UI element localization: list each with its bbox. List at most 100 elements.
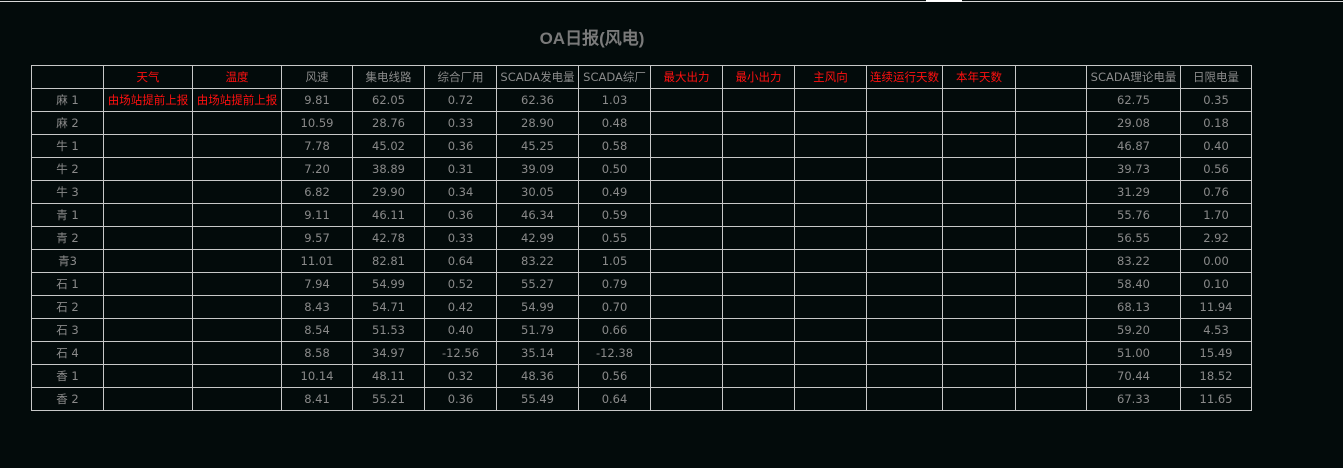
table-cell: 56.55 (1086, 226, 1181, 250)
table-row: 牛 2 7.20 38.89 0.31 39.09 0.50 39.73 0.56 (31, 157, 1252, 181)
table-cell: 38.89 (352, 157, 425, 181)
table-cell: 4.53 (1180, 318, 1252, 342)
table-cell (192, 272, 282, 296)
table-cell: 0.52 (424, 272, 497, 296)
table-cell (650, 203, 723, 227)
station-name-cell: 石 1 (31, 272, 104, 296)
table-cell: 45.25 (496, 134, 579, 158)
table-cell (866, 387, 943, 411)
table-cell: 0.40 (1180, 134, 1252, 158)
table-cell: 9.57 (281, 226, 353, 250)
table-cell: 46.34 (496, 203, 579, 227)
table-cell (1015, 203, 1087, 227)
table-cell: 46.11 (352, 203, 425, 227)
table-cell: 8.54 (281, 318, 353, 342)
table-cell: 8.41 (281, 387, 353, 411)
table-cell (192, 341, 282, 365)
table-cell: 48.36 (496, 364, 579, 388)
table-cell (192, 134, 282, 158)
table-cell: 10.59 (281, 111, 353, 135)
column-header: SCADA发电量 (496, 65, 579, 89)
table-cell (866, 341, 943, 365)
table-cell (650, 318, 723, 342)
column-header: 本年天数 (942, 65, 1016, 89)
table-cell: 0.66 (578, 318, 651, 342)
table-cell: -12.38 (578, 341, 651, 365)
table-cell (103, 134, 193, 158)
station-name-cell: 青 1 (31, 203, 104, 227)
table-cell (650, 364, 723, 388)
table-cell: 46.87 (1086, 134, 1181, 158)
table-cell: 0.42 (424, 295, 497, 319)
table-cell (192, 249, 282, 273)
table-cell: 9.11 (281, 203, 353, 227)
table-cell (722, 111, 795, 135)
table-cell: 2.92 (1180, 226, 1252, 250)
table-cell: 62.05 (352, 88, 425, 112)
table-cell: 0.48 (578, 111, 651, 135)
table-cell (942, 272, 1016, 296)
table-cell (722, 295, 795, 319)
table-cell: 15.49 (1180, 341, 1252, 365)
table-cell: 0.64 (578, 387, 651, 411)
station-name-cell: 麻 2 (31, 111, 104, 135)
table-cell (1015, 387, 1087, 411)
table-cell (794, 272, 867, 296)
table-cell (794, 295, 867, 319)
table-cell (722, 387, 795, 411)
table-cell (1015, 157, 1087, 181)
station-name-cell: 牛 3 (31, 180, 104, 204)
table-cell (103, 226, 193, 250)
station-name-cell: 香 2 (31, 387, 104, 411)
table-cell (866, 364, 943, 388)
table-cell (1015, 341, 1087, 365)
table-cell (722, 272, 795, 296)
table-cell (1015, 88, 1087, 112)
table-cell: 28.76 (352, 111, 425, 135)
station-name-cell: 石 2 (31, 295, 104, 319)
table-cell (1015, 364, 1087, 388)
table-cell (103, 364, 193, 388)
station-name-cell: 牛 2 (31, 157, 104, 181)
table-cell: 31.29 (1086, 180, 1181, 204)
column-header: 综合厂用 (424, 65, 497, 89)
table-cell (722, 318, 795, 342)
table-cell (866, 180, 943, 204)
table-cell: 18.52 (1180, 364, 1252, 388)
table-cell (942, 88, 1016, 112)
table-cell (794, 203, 867, 227)
table-cell: 0.36 (424, 387, 497, 411)
table-cell (942, 318, 1016, 342)
table-cell: 0.72 (424, 88, 497, 112)
table-cell: 58.40 (1086, 272, 1181, 296)
table-cell: 82.81 (352, 249, 425, 273)
table-cell (866, 88, 943, 112)
column-header (1015, 65, 1087, 89)
table-row: 香 1 10.14 48.11 0.32 48.36 0.56 70.44 18.52 (31, 364, 1252, 388)
table-cell (942, 111, 1016, 135)
table-cell (103, 111, 193, 135)
table-cell: 54.71 (352, 295, 425, 319)
table-cell (650, 295, 723, 319)
table-cell (103, 387, 193, 411)
table-cell (942, 134, 1016, 158)
table-cell: 45.02 (352, 134, 425, 158)
table-cell (866, 226, 943, 250)
table-cell (722, 180, 795, 204)
table-cell (1015, 134, 1087, 158)
table-cell (942, 249, 1016, 273)
table-cell: 42.78 (352, 226, 425, 250)
table-cell: 39.73 (1086, 157, 1181, 181)
table-cell: 0.00 (1180, 249, 1252, 273)
column-header: 日限电量 (1180, 65, 1252, 89)
table-row: 青 2 9.57 42.78 0.33 42.99 0.55 56.55 2.92 (31, 226, 1252, 250)
table-cell: 0.49 (578, 180, 651, 204)
table-cell: 11.65 (1180, 387, 1252, 411)
table-row: 牛 1 7.78 45.02 0.36 45.25 0.58 46.87 0.40 (31, 134, 1252, 158)
table-row: 香 2 8.41 55.21 0.36 55.49 0.64 67.33 11.65 (31, 387, 1252, 411)
column-header: 最小出力 (722, 65, 795, 89)
table-cell (794, 111, 867, 135)
table-cell: 28.90 (496, 111, 579, 135)
table-cell: 0.33 (424, 226, 497, 250)
table-cell: 55.76 (1086, 203, 1181, 227)
